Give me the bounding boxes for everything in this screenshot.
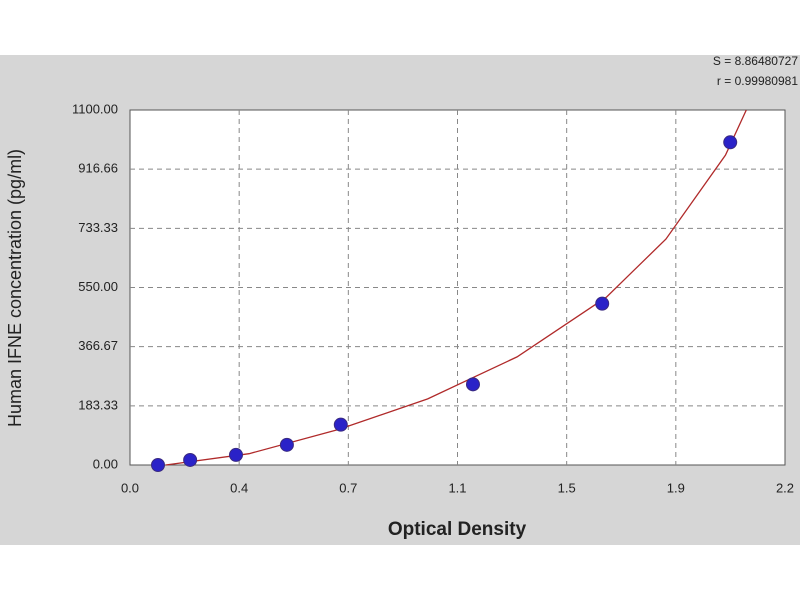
x-tick-label: 0.0	[121, 480, 139, 495]
y-tick-label: 916.66	[78, 161, 118, 176]
data-point	[465, 377, 480, 392]
y-tick-label: 733.33	[78, 220, 118, 235]
x-tick-label: 2.2	[776, 480, 794, 495]
x-tick-label: 0.4	[230, 480, 248, 495]
fit-curve	[165, 109, 747, 466]
y-tick-label: 0.00	[93, 456, 118, 471]
data-point	[279, 437, 294, 452]
y-tick-label: 1100.00	[72, 101, 118, 116]
x-tick-label: 0.7	[339, 480, 357, 495]
data-point	[183, 452, 198, 467]
y-tick-label: 183.33	[78, 397, 118, 412]
annotation: r = 0.99980981	[717, 74, 798, 88]
data-point	[150, 458, 165, 472]
data-point	[595, 296, 610, 311]
x-axis-label: Optical Density	[388, 519, 527, 540]
y-axis-label: Human IFNE concentration (pg/ml)	[5, 149, 25, 427]
y-tick-label: 366.67	[78, 338, 118, 353]
x-tick-label: 1.5	[558, 480, 576, 495]
x-tick-label: 1.9	[667, 480, 685, 495]
x-tick-label: 1.1	[448, 480, 466, 495]
data-point	[228, 447, 243, 462]
data-point	[333, 417, 348, 432]
data-point	[723, 135, 738, 150]
annotation: S = 8.86480727	[713, 54, 798, 68]
y-tick-label: 550.00	[78, 279, 118, 294]
